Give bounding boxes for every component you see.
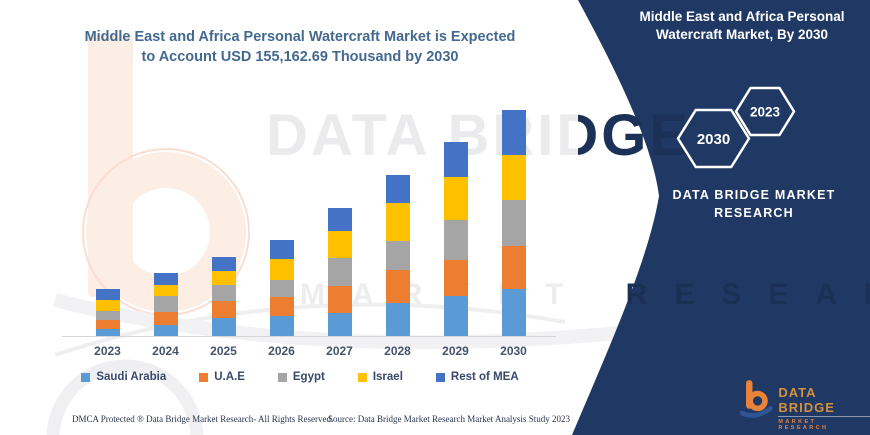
logo-text-block: DATA BRIDGE MARKET RESEARCH — [778, 385, 870, 431]
bar-segment-u-a-e-2030 — [501, 246, 526, 290]
bar-2023 — [95, 288, 120, 336]
bar-2026 — [269, 240, 294, 336]
bar-segment-egypt-2025 — [211, 284, 236, 301]
bar-2025 — [211, 256, 236, 336]
bar-segment-u-a-e-2027 — [327, 286, 352, 314]
brand-wordmark: DATA BRIDGE MARKET RESEARCH — [640, 187, 868, 222]
x-axis-label-2030: 2030 — [500, 344, 527, 358]
bar-segment-egypt-2030 — [501, 199, 526, 247]
legend-label: Rest of MEA — [450, 371, 519, 383]
x-axis-label-2028: 2028 — [384, 344, 411, 358]
legend-label: Egypt — [292, 371, 325, 383]
bar-segment-saudi-arabia-2030 — [501, 289, 526, 336]
bar-2030 — [501, 110, 526, 336]
bar-segment-saudi-arabia-2028 — [385, 302, 410, 336]
hexagon-2030-label: 2030 — [697, 131, 730, 148]
bar-segment-israel-2029 — [443, 176, 468, 220]
footer-dmca-text: DMCA Protected ® Data Bridge Market Rese… — [72, 414, 334, 424]
legend-label: U.A.E — [214, 371, 245, 383]
bar-segment-israel-2024 — [153, 285, 178, 297]
year-hexagons: 2030 2023 — [676, 86, 796, 169]
x-axis-label-2025: 2025 — [210, 344, 237, 358]
bar-segment-u-a-e-2023 — [95, 320, 120, 329]
bar-segment-saudi-arabia-2025 — [211, 317, 236, 336]
bar-segment-saudi-arabia-2027 — [327, 313, 352, 336]
chart-title-line1: Middle East and Africa Personal Watercra… — [84, 29, 516, 45]
bar-segment-egypt-2024 — [153, 296, 178, 312]
bar-segment-u-a-e-2029 — [443, 259, 468, 297]
hexagon-2023-label: 2023 — [750, 105, 781, 120]
legend-item-israel: Israel — [357, 371, 403, 383]
bar-segment-saudi-arabia-2026 — [269, 316, 294, 336]
legend-swatch-icon — [199, 372, 209, 382]
x-axis-label-2026: 2026 — [268, 344, 295, 358]
bar-segment-rest-of-mea-2026 — [269, 240, 294, 259]
panel-title: Middle East and Africa Personal Watercra… — [618, 8, 866, 44]
bar-segment-rest-of-mea-2024 — [153, 272, 178, 286]
bar-segment-egypt-2023 — [95, 311, 120, 321]
bar-segment-rest-of-mea-2025 — [211, 256, 236, 271]
x-axis-label-2029: 2029 — [442, 344, 469, 358]
legend-item-u-a-e: U.A.E — [199, 371, 245, 383]
hexagon-2030 — [676, 108, 751, 169]
legend-item-saudi-arabia: Saudi Arabia — [81, 371, 166, 383]
bar-segment-israel-2028 — [385, 203, 410, 242]
legend-item-egypt: Egypt — [277, 371, 325, 383]
bar-segment-saudi-arabia-2023 — [95, 328, 120, 336]
bar-segment-saudi-arabia-2024 — [153, 325, 178, 336]
bar-segment-israel-2030 — [501, 154, 526, 200]
bar-segment-u-a-e-2026 — [269, 296, 294, 316]
legend-swatch-icon — [277, 372, 287, 382]
footer-source-text: Source: Data Bridge Market Research Mark… — [328, 414, 570, 424]
legend-item-rest-of-mea: Rest of MEA — [435, 371, 519, 383]
bar-segment-rest-of-mea-2028 — [385, 174, 410, 204]
bar-segment-egypt-2028 — [385, 241, 410, 270]
bar-segment-israel-2026 — [269, 258, 294, 280]
panel-title-line2: Watercraft Market, By 2030 — [655, 27, 829, 43]
legend-swatch-icon — [435, 372, 445, 382]
legend-label: Israel — [372, 371, 403, 383]
x-axis-label-2023: 2023 — [94, 344, 121, 358]
bar-segment-israel-2023 — [95, 300, 120, 312]
bar-segment-u-a-e-2028 — [385, 269, 410, 303]
bar-segment-rest-of-mea-2023 — [95, 288, 120, 301]
panel-title-line1: Middle East and Africa Personal — [639, 9, 845, 24]
bar-segment-israel-2027 — [327, 231, 352, 258]
logo-name: DATA BRIDGE — [778, 385, 870, 417]
chart-title-line2: to Account USD 155,162.69 Thousand by 20… — [141, 49, 459, 66]
logo-b-icon — [740, 380, 773, 418]
chart-title: Middle East and Africa Personal Watercra… — [65, 27, 535, 68]
bar-segment-israel-2025 — [211, 270, 236, 285]
x-axis-label-2024: 2024 — [152, 344, 179, 358]
bar-segment-saudi-arabia-2029 — [443, 296, 468, 336]
bar-segment-u-a-e-2025 — [211, 300, 236, 318]
x-axis-line — [62, 336, 556, 337]
bar-2029 — [443, 141, 468, 336]
bar-segment-egypt-2029 — [443, 219, 468, 260]
bar-segment-rest-of-mea-2027 — [327, 207, 352, 232]
hexagon-2023 — [734, 86, 796, 137]
legend-swatch-icon — [357, 372, 367, 382]
legend-swatch-icon — [81, 372, 91, 382]
x-axis-label-2027: 2027 — [326, 344, 353, 358]
brand-line1: DATA BRIDGE MARKET — [672, 188, 836, 202]
bar-segment-u-a-e-2024 — [153, 311, 178, 326]
bar-segment-egypt-2027 — [327, 257, 352, 287]
logo-subtitle: MARKET RESEARCH — [778, 419, 829, 431]
bar-2028 — [385, 174, 410, 336]
bar-2027 — [327, 207, 352, 336]
data-bridge-logo: DATA BRIDGE MARKET RESEARCH — [740, 379, 870, 431]
legend-label: Saudi Arabia — [96, 371, 167, 383]
chart-legend: Saudi Arabia U.A.E Egypt Israel Rest of MEA — [65, 371, 535, 383]
bar-2024 — [153, 272, 178, 336]
bar-segment-rest-of-mea-2030 — [501, 110, 526, 155]
bar-segment-egypt-2026 — [269, 279, 294, 297]
bar-segment-rest-of-mea-2029 — [443, 141, 468, 177]
brand-line2: RESEARCH — [714, 205, 794, 220]
